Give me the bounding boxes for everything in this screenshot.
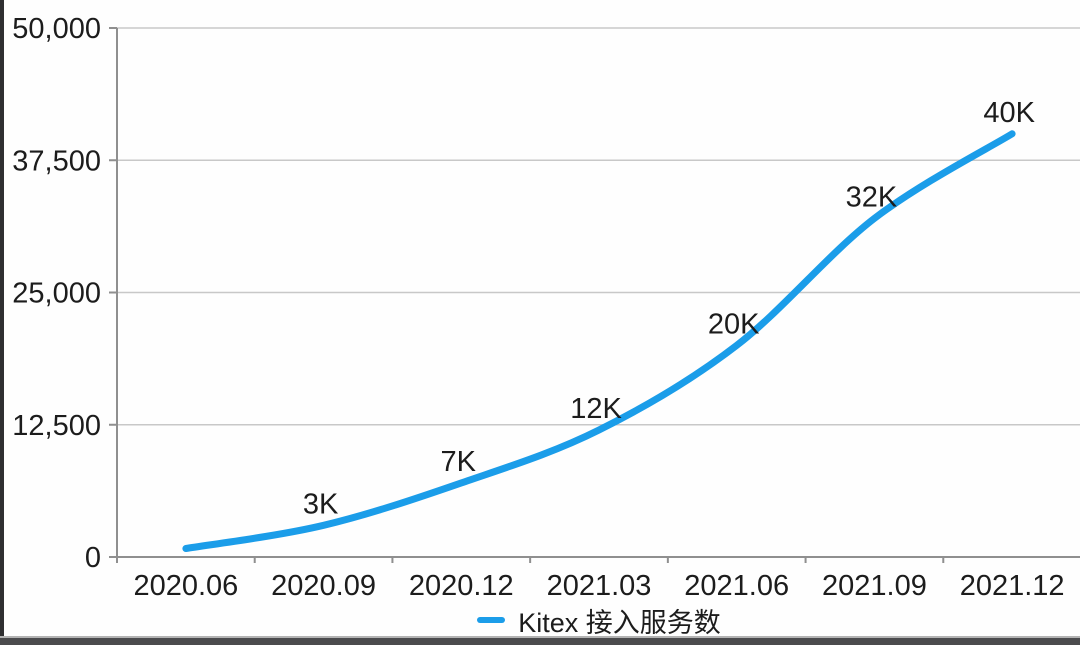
- y-axis-label: 12,500: [12, 410, 101, 442]
- legend-line-swatch: [477, 617, 506, 623]
- x-axis-label: 2021.09: [822, 570, 927, 602]
- x-axis-label: 2020.09: [271, 570, 376, 602]
- point-label: 40K: [983, 97, 1035, 129]
- x-axis-label: 2021.06: [684, 570, 789, 602]
- x-axis-label: 2020.12: [409, 570, 514, 602]
- y-axis-label: 50,000: [12, 13, 101, 45]
- point-label: 7K: [441, 446, 477, 478]
- x-axis-label: 2021.12: [960, 570, 1065, 602]
- point-label: 3K: [303, 488, 339, 520]
- series-line: [182, 130, 1016, 552]
- point-label: 32K: [846, 181, 898, 213]
- x-axis-label: 2020.06: [133, 570, 238, 602]
- chart-legend: Kitex 接入服务数: [117, 604, 1080, 638]
- y-axis-label: 25,000: [12, 278, 101, 310]
- point-label: 20K: [708, 308, 760, 340]
- y-axis-label: 0: [85, 542, 101, 574]
- window-left-edge: [0, 0, 4, 645]
- x-axis-label: 2021.03: [547, 570, 652, 602]
- y-axis-label: 37,500: [12, 145, 101, 177]
- legend-series-label: Kitex 接入服务数: [518, 607, 721, 638]
- point-label: 12K: [570, 393, 622, 425]
- window-bottom-bar: [0, 636, 1080, 645]
